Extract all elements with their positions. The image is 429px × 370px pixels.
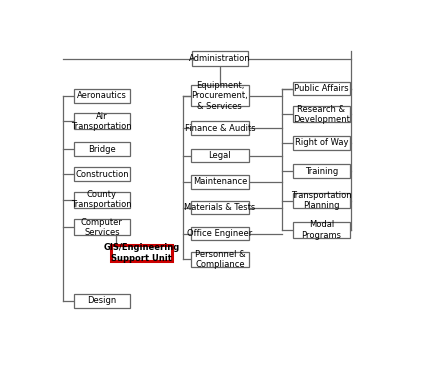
Text: Computer
Services: Computer Services — [81, 218, 123, 237]
FancyBboxPatch shape — [191, 85, 249, 106]
FancyBboxPatch shape — [74, 142, 130, 156]
Text: GIS/Engineering
Support Unit: GIS/Engineering Support Unit — [104, 243, 180, 263]
FancyBboxPatch shape — [74, 167, 130, 181]
Text: Construction: Construction — [75, 169, 129, 179]
FancyBboxPatch shape — [74, 294, 130, 307]
FancyBboxPatch shape — [293, 82, 350, 95]
Text: County
Transportation: County Transportation — [72, 190, 132, 209]
FancyBboxPatch shape — [74, 192, 130, 208]
FancyBboxPatch shape — [74, 114, 130, 129]
FancyBboxPatch shape — [293, 136, 350, 149]
Text: Materials & Tests: Materials & Tests — [184, 203, 256, 212]
Text: Aeronautics: Aeronautics — [77, 91, 127, 100]
FancyBboxPatch shape — [192, 51, 248, 67]
Text: Training: Training — [305, 166, 338, 176]
Text: Transportation
Planning: Transportation Planning — [291, 191, 352, 210]
Text: Air
Transportation: Air Transportation — [72, 112, 132, 131]
FancyBboxPatch shape — [74, 89, 130, 102]
FancyBboxPatch shape — [191, 201, 249, 215]
FancyBboxPatch shape — [293, 106, 350, 122]
Text: Office Engineer: Office Engineer — [187, 229, 253, 238]
Text: Research &
Development: Research & Development — [293, 104, 350, 124]
Text: Bridge: Bridge — [88, 145, 116, 154]
FancyBboxPatch shape — [293, 222, 350, 238]
Text: Administration: Administration — [189, 54, 251, 63]
FancyBboxPatch shape — [191, 227, 249, 240]
FancyBboxPatch shape — [191, 252, 249, 268]
FancyBboxPatch shape — [74, 219, 130, 235]
FancyBboxPatch shape — [111, 245, 172, 261]
FancyBboxPatch shape — [191, 149, 249, 162]
Text: Maintenance: Maintenance — [193, 177, 247, 186]
FancyBboxPatch shape — [293, 164, 350, 178]
FancyBboxPatch shape — [191, 175, 249, 189]
Text: Personnel &
Compliance: Personnel & Compliance — [194, 250, 245, 269]
Text: Finance & Audits: Finance & Audits — [184, 124, 255, 133]
Text: Right of Way: Right of Way — [295, 138, 348, 147]
FancyBboxPatch shape — [293, 193, 350, 208]
FancyBboxPatch shape — [191, 121, 249, 135]
Text: Modal
Programs: Modal Programs — [301, 221, 341, 240]
Text: Public Affairs: Public Affairs — [294, 84, 349, 93]
Text: Equipment,
Procurement,
& Services: Equipment, Procurement, & Services — [191, 81, 248, 111]
Text: Design: Design — [87, 296, 116, 305]
Text: Legal: Legal — [208, 151, 231, 160]
